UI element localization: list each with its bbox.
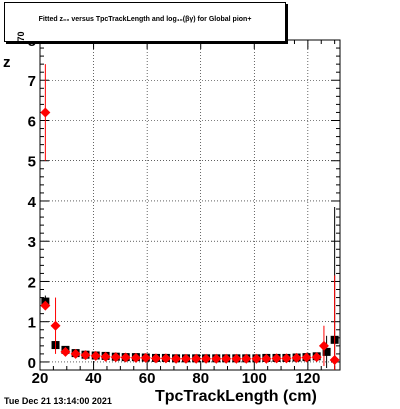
data-point-diamond — [120, 352, 131, 363]
data-point-diamond — [329, 354, 340, 365]
y-tick-label: 6 — [28, 113, 36, 130]
grid-lines — [40, 40, 340, 370]
data-point-diamond — [40, 107, 51, 118]
data-point-diamond — [40, 300, 51, 311]
x-tick-label: 40 — [85, 370, 102, 387]
data-point-diamond — [191, 353, 202, 364]
x-tick-label: 120 — [295, 370, 320, 387]
data-point-diamond — [100, 351, 111, 362]
y-tick-label: 0 — [28, 355, 36, 372]
axis-ticks — [39, 39, 340, 371]
data-point-diamond — [311, 352, 322, 363]
data-point-diamond — [231, 353, 242, 364]
title-box: Fitted z₀₀ versus TpcTrackLength and log… — [4, 2, 286, 42]
data-point-diamond — [261, 353, 272, 364]
data-point-diamond — [301, 352, 312, 363]
data-point-diamond — [180, 353, 191, 364]
data-point-diamond — [291, 352, 302, 363]
chart-title: Fitted z₀₀ versus TpcTrackLength and log… — [38, 16, 252, 23]
data-point-diamond — [140, 352, 151, 363]
data-point-diamond — [70, 348, 81, 359]
tick-labels: 20406080100120012345678 — [28, 33, 321, 387]
data-point-diamond — [150, 353, 161, 364]
plot-border — [39, 39, 341, 371]
x-tick-label: 100 — [242, 370, 267, 387]
data-point-diamond — [251, 353, 262, 364]
x-axis-label: TpcTrackLength (cm) — [155, 388, 317, 405]
data-point-diamond — [110, 352, 121, 363]
data-point-diamond — [271, 353, 282, 364]
y-tick-label: 2 — [28, 274, 36, 291]
data-point-diamond — [318, 340, 329, 351]
y-axis-label-subscript: I70 — [16, 31, 26, 44]
x-tick-label: 80 — [192, 370, 209, 387]
data-point-diamond — [60, 346, 71, 357]
data-point-diamond — [130, 352, 141, 363]
y-tick-label: 3 — [28, 234, 36, 251]
data-point-diamond — [160, 353, 171, 364]
data-point-diamond — [281, 353, 292, 364]
data-point-diamond — [241, 353, 252, 364]
data-point-diamond — [221, 353, 232, 364]
plot-frame — [39, 39, 341, 371]
data-point-diamond — [50, 320, 61, 331]
y-tick-label: 5 — [28, 154, 36, 171]
x-tick-label: 20 — [32, 370, 49, 387]
y-tick-label: 7 — [28, 73, 36, 90]
data-point-square — [322, 347, 331, 356]
data-point-diamond — [201, 353, 212, 364]
data-point-diamond — [80, 350, 91, 361]
y-tick-label: 1 — [28, 315, 36, 332]
data-point-diamond — [171, 353, 182, 364]
x-tick-label: 60 — [139, 370, 156, 387]
footer-datetime: Tue Dec 21 13:14:00 2021 — [4, 396, 112, 406]
data-point-diamond — [90, 350, 101, 361]
y-tick-label: 4 — [28, 194, 37, 211]
data-point-diamond — [211, 353, 222, 364]
y-axis-label: z — [3, 54, 11, 71]
data-points — [40, 64, 340, 370]
